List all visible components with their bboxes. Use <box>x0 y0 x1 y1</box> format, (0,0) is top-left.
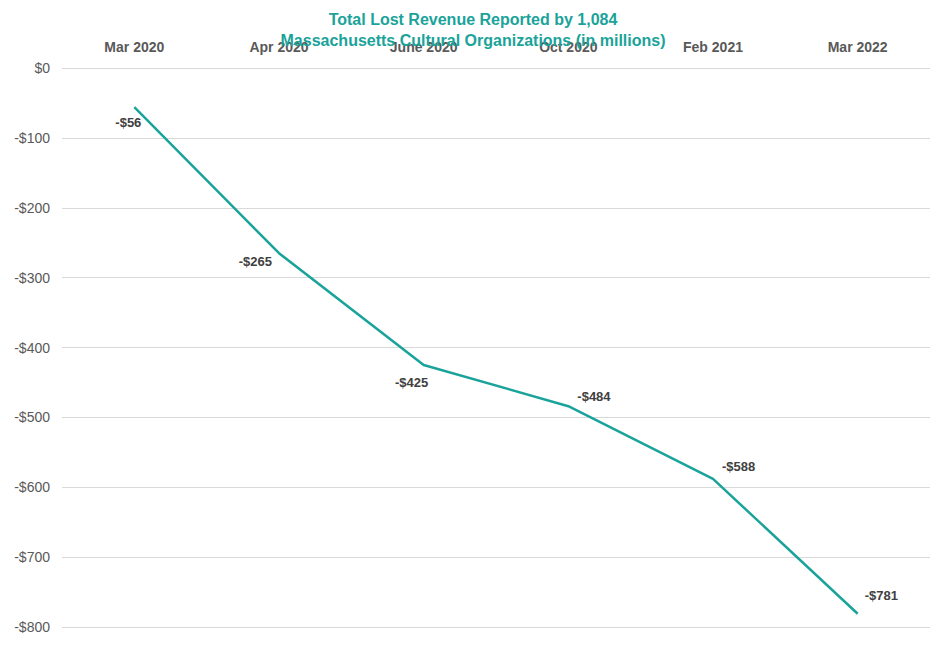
svg-text:-$100: -$100 <box>14 130 50 146</box>
svg-text:-$56: -$56 <box>115 115 141 130</box>
svg-text:Total Lost Revenue Reported by: Total Lost Revenue Reported by 1,084 <box>329 11 618 28</box>
svg-text:-$265: -$265 <box>239 254 272 269</box>
svg-text:$0: $0 <box>34 60 50 76</box>
svg-text:-$700: -$700 <box>14 549 50 565</box>
svg-text:-$500: -$500 <box>14 409 50 425</box>
svg-text:-$800: -$800 <box>14 619 50 635</box>
svg-text:-$588: -$588 <box>722 459 755 474</box>
svg-text:Apr 2020: Apr 2020 <box>249 39 309 55</box>
svg-text:-$400: -$400 <box>14 340 50 356</box>
svg-text:-$600: -$600 <box>14 479 50 495</box>
svg-text:-$300: -$300 <box>14 270 50 286</box>
svg-text:Massachusetts Cultural Organiz: Massachusetts Cultural Organizations (in… <box>281 32 666 49</box>
svg-text:-$200: -$200 <box>14 200 50 216</box>
svg-text:-$781: -$781 <box>865 588 898 603</box>
svg-text:Mar 2020: Mar 2020 <box>104 39 164 55</box>
svg-text:Feb 2021: Feb 2021 <box>683 39 743 55</box>
svg-text:-$484: -$484 <box>577 389 611 404</box>
svg-text:-$425: -$425 <box>395 375 428 390</box>
svg-text:Mar 2022: Mar 2022 <box>828 39 888 55</box>
